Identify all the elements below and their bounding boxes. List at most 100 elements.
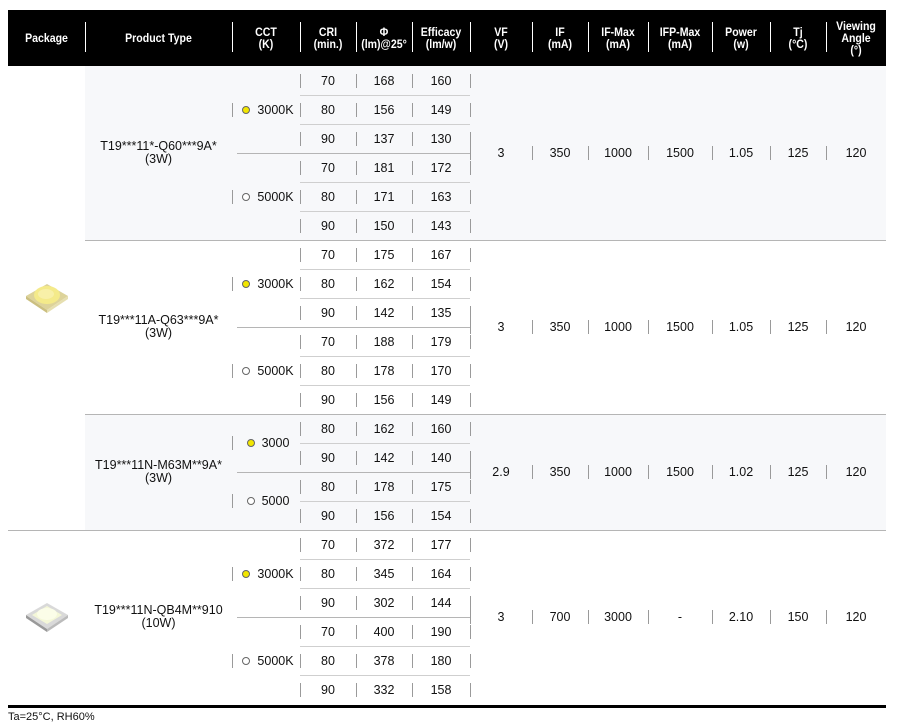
header-separator: [588, 22, 589, 52]
cell-separator: [588, 610, 589, 624]
header-vf: VF (V): [493, 25, 509, 51]
tj-value: 150: [787, 610, 809, 624]
vf-value: 2.9: [492, 465, 510, 479]
flux-value: 156: [373, 102, 395, 117]
cool-white-dot-icon: [242, 366, 251, 375]
cell-separator: [356, 392, 357, 407]
product-type: T19***11N-QB4M**910 (10W): [85, 530, 232, 704]
cell-separator: [712, 146, 713, 160]
cct-cell: 3000K: [236, 530, 300, 617]
cell-separator: [300, 450, 301, 465]
ifpmax-value: 1500: [666, 320, 694, 334]
header-package: Package: [25, 31, 68, 45]
efficacy-value: 149: [430, 392, 452, 407]
cell-separator: [770, 610, 771, 624]
cell-separator: [300, 276, 301, 291]
ifpmax-value: -: [677, 610, 683, 624]
row-divider: [300, 124, 470, 125]
header-ifpmax: IFP-Max (mA): [659, 25, 701, 51]
vf-value: 3: [497, 610, 505, 624]
cell-separator: [826, 465, 827, 479]
angle-value: 120: [845, 610, 867, 624]
cell-separator: [532, 320, 533, 334]
header-separator: [532, 22, 533, 52]
cri-value: 80: [321, 276, 335, 291]
cell-separator: [470, 465, 471, 479]
product-wattage: (10W): [141, 616, 176, 630]
flux-value: 162: [373, 421, 395, 436]
power-value: 1.05: [728, 320, 754, 334]
cell-separator: [470, 160, 471, 175]
power-value: 1.02: [728, 465, 754, 479]
cool-white-dot-icon: [246, 497, 255, 505]
efficacy-value: 180: [430, 653, 452, 668]
cell-separator: [300, 566, 301, 581]
flux-value: 302: [373, 595, 395, 610]
ifmax-value: 1000: [604, 320, 632, 334]
cri-value: 70: [321, 160, 335, 175]
efficacy-value: 130: [430, 131, 452, 146]
flux-value: 400: [373, 624, 395, 639]
if-value: 350: [549, 465, 571, 479]
power-value: 1.05: [728, 146, 754, 160]
header-separator: [300, 22, 301, 52]
cell-separator: [470, 276, 471, 291]
row-divider: [300, 501, 470, 502]
cri-value: 90: [321, 392, 335, 407]
cell-separator: [588, 465, 589, 479]
cell-separator: [648, 610, 649, 624]
efficacy-value: 144: [430, 595, 452, 610]
cell-separator: [300, 682, 301, 697]
cct-cell: 3000K: [236, 66, 300, 153]
header-separator: [85, 22, 86, 52]
product-type: T19***11*-Q60***9A* (3W): [85, 66, 232, 240]
cell-separator: [532, 465, 533, 479]
cell-separator: [300, 247, 301, 262]
flux-value: 150: [373, 218, 395, 233]
group-divider: [8, 530, 886, 531]
cell-separator: [470, 392, 471, 407]
cell-separator: [470, 595, 471, 610]
cri-value: 80: [321, 653, 335, 668]
cell-separator: [300, 363, 301, 378]
led-10w-white-package-icon: [8, 530, 85, 704]
cell-separator: [300, 392, 301, 407]
row-divider: [300, 211, 470, 212]
if-value: 350: [549, 320, 571, 334]
header-cri: CRI (min.): [313, 25, 343, 51]
cell-separator: [470, 624, 471, 639]
header-efficacy: Efficacy (lm/w): [420, 25, 462, 51]
cell-separator: [648, 320, 649, 334]
cell-separator: [412, 682, 413, 697]
efficacy-value: 179: [430, 334, 452, 349]
cell-separator: [412, 305, 413, 320]
cri-value: 70: [321, 537, 335, 552]
tj-value: 125: [787, 320, 809, 334]
efficacy-value: 175: [430, 479, 452, 494]
cell-separator: [356, 363, 357, 378]
row-group-background: [85, 414, 886, 530]
cell-separator: [356, 305, 357, 320]
header-angle: Viewing Angle (°): [836, 19, 876, 57]
cell-separator: [826, 610, 827, 624]
row-divider: [300, 95, 470, 96]
cool-white-dot-icon: [242, 656, 251, 665]
efficacy-value: 140: [430, 450, 452, 465]
cct-label: 5000K: [257, 363, 294, 378]
efficacy-value: 172: [430, 160, 452, 175]
product-wattage: (3W): [144, 471, 173, 485]
led-3w-yellow-package-icon: [8, 66, 85, 530]
efficacy-value: 160: [430, 73, 452, 88]
cri-value: 90: [321, 131, 335, 146]
cell-separator: [356, 160, 357, 175]
flux-value: 188: [373, 334, 395, 349]
cell-separator: [300, 624, 301, 639]
cell-separator: [232, 102, 233, 117]
tj-value: 125: [787, 465, 809, 479]
cct-divider: [237, 472, 470, 473]
cell-separator: [412, 276, 413, 291]
angle-value: 120: [845, 465, 867, 479]
if-value: 350: [549, 146, 571, 160]
cct-label: 5000: [261, 494, 290, 508]
cell-separator: [412, 392, 413, 407]
